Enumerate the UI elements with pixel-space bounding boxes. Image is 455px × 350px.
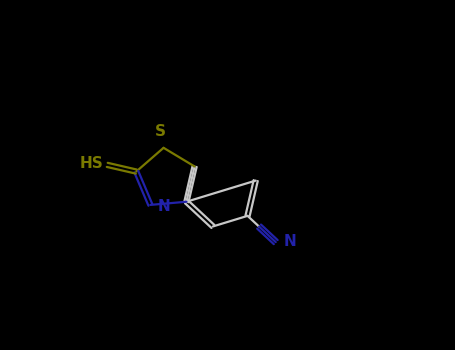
Text: N: N <box>157 199 170 214</box>
Text: HS: HS <box>79 156 103 172</box>
Text: N: N <box>283 234 296 249</box>
Text: S: S <box>155 124 166 139</box>
